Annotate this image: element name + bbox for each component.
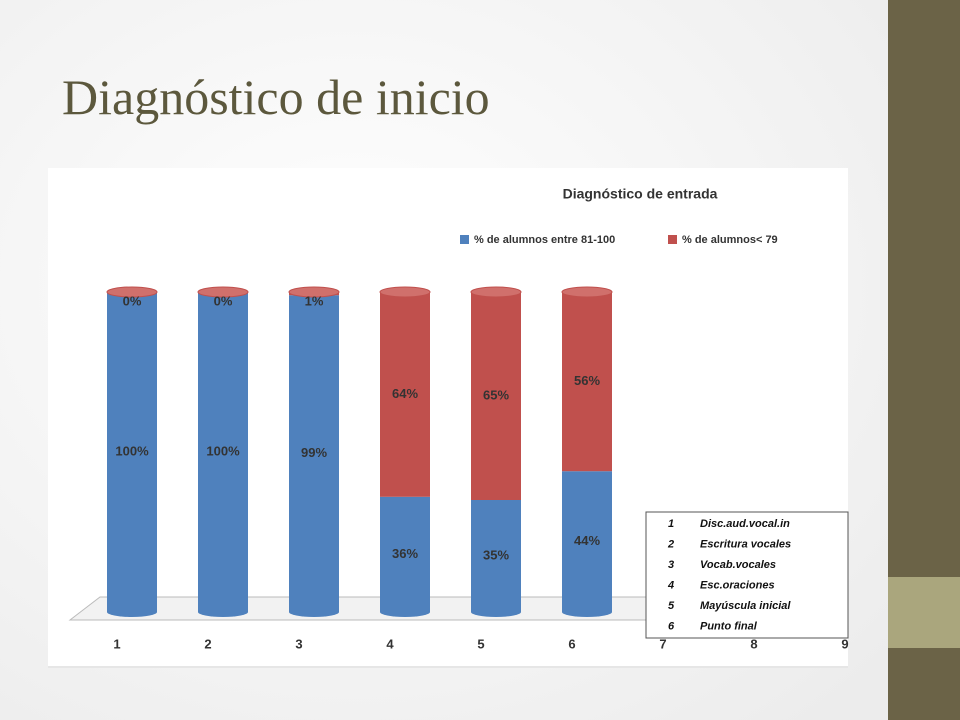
table-label: Escritura vocales [700, 538, 791, 550]
table-number: 4 [667, 579, 674, 591]
bar-segment [471, 292, 521, 500]
table-number: 3 [668, 559, 674, 571]
x-tick-label: 3 [295, 636, 302, 651]
value-label: 1% [305, 293, 324, 308]
value-label: 56% [574, 373, 600, 388]
bar-segment [380, 496, 430, 612]
bar-cap [470, 286, 522, 298]
table-number: 1 [668, 518, 674, 530]
legend-label: % de alumnos entre 81-100 [474, 234, 615, 246]
table-label: Esc.oraciones [700, 579, 775, 591]
data-table [645, 511, 849, 639]
bar-cap [561, 286, 613, 298]
slide-title: Diagnóstico de inicio [62, 69, 490, 125]
x-tick-label: 9 [841, 636, 848, 651]
value-label: 44% [574, 533, 600, 548]
table-label: Mayúscula inicial [700, 600, 791, 612]
sidebar-accent [888, 577, 960, 648]
x-tick-label: 8 [750, 636, 757, 651]
bar-segment [107, 292, 157, 612]
table-label: Vocab.vocales [700, 559, 776, 571]
bar-segment [198, 292, 248, 612]
bar-segment [289, 295, 339, 612]
value-label: 64% [392, 386, 418, 401]
legend-label: % de alumnos< 79 [682, 234, 778, 246]
bar-segment [380, 292, 430, 497]
table-number: 6 [668, 620, 675, 632]
table-label: Punto final [700, 620, 758, 632]
x-tick-label: 5 [477, 636, 484, 651]
bar-cap [197, 286, 249, 298]
bar-cap [288, 286, 340, 298]
legend-swatch [460, 235, 469, 244]
value-label: 100% [206, 443, 240, 458]
bar-segment [562, 292, 612, 472]
value-label: 35% [483, 547, 509, 562]
bar-segment [471, 500, 521, 612]
value-label: 0% [123, 293, 142, 308]
value-label: 65% [483, 387, 509, 402]
legend-swatch [668, 235, 677, 244]
bar-segment [562, 471, 612, 612]
value-label: 99% [301, 445, 327, 460]
table-label: Disc.aud.vocal.in [700, 518, 790, 530]
table-number: 2 [667, 538, 674, 550]
x-tick-label: 7 [659, 636, 666, 651]
x-tick-label: 6 [568, 636, 575, 651]
x-tick-label: 4 [386, 636, 394, 651]
chart-title: Diagnóstico de entrada [563, 186, 718, 202]
table-number: 5 [668, 600, 675, 612]
bar-cap [379, 286, 431, 298]
value-label: 100% [115, 443, 149, 458]
bar-cap [106, 286, 158, 298]
x-tick-label: 2 [204, 636, 211, 651]
x-tick-label: 1 [113, 636, 120, 651]
value-label: 36% [392, 546, 418, 561]
value-label: 0% [214, 293, 233, 308]
